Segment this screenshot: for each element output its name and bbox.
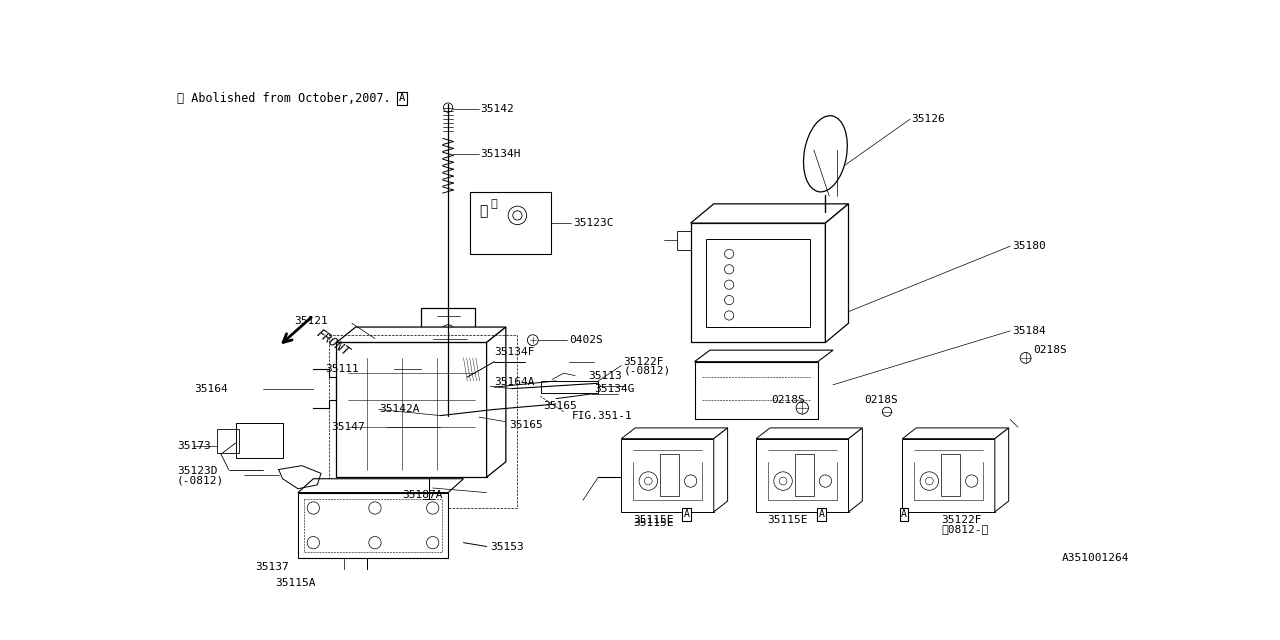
- Text: 35147: 35147: [332, 422, 365, 432]
- Bar: [218, 429, 238, 452]
- Polygon shape: [756, 428, 863, 438]
- Bar: [540, 381, 598, 392]
- Polygon shape: [691, 204, 849, 223]
- Text: (-0812): (-0812): [177, 476, 224, 485]
- Polygon shape: [621, 438, 714, 512]
- Bar: [660, 454, 680, 497]
- Text: 0218S: 0218S: [864, 395, 897, 405]
- Text: 35115E: 35115E: [632, 518, 673, 529]
- Bar: [795, 454, 814, 497]
- Text: 35123D: 35123D: [177, 466, 218, 476]
- Text: A: A: [684, 509, 690, 519]
- Text: 35115E: 35115E: [768, 515, 808, 525]
- Text: 35165: 35165: [509, 420, 544, 430]
- Text: 35165: 35165: [544, 401, 577, 412]
- Polygon shape: [486, 327, 506, 477]
- Text: 35122F: 35122F: [941, 515, 982, 525]
- Text: 35111: 35111: [325, 364, 358, 374]
- Bar: [329, 335, 517, 508]
- Text: 35115E: 35115E: [632, 515, 673, 525]
- Text: A351001264: A351001264: [1062, 553, 1129, 563]
- Polygon shape: [849, 428, 863, 512]
- Polygon shape: [902, 428, 1009, 438]
- Text: 35153: 35153: [490, 541, 525, 552]
- Bar: [707, 239, 810, 327]
- Text: 0402S: 0402S: [570, 335, 603, 345]
- Polygon shape: [695, 350, 833, 362]
- Text: 35126: 35126: [911, 114, 946, 124]
- Text: 35115A: 35115A: [275, 578, 315, 588]
- Text: ※: ※: [490, 199, 497, 209]
- Polygon shape: [337, 342, 486, 477]
- Text: 0218S: 0218S: [772, 395, 805, 405]
- Polygon shape: [298, 479, 463, 493]
- Bar: [677, 231, 691, 250]
- Polygon shape: [691, 223, 826, 342]
- Polygon shape: [337, 327, 506, 342]
- Text: ※: ※: [479, 205, 488, 218]
- Text: 35123C: 35123C: [573, 218, 613, 228]
- Text: A: A: [901, 509, 906, 519]
- Text: FRONT: FRONT: [314, 327, 352, 359]
- Polygon shape: [621, 428, 727, 438]
- Polygon shape: [714, 428, 727, 512]
- Text: 35134H: 35134H: [480, 148, 521, 159]
- Polygon shape: [695, 362, 818, 419]
- Polygon shape: [826, 204, 849, 342]
- Bar: [439, 420, 458, 434]
- Text: (-0812): (-0812): [623, 366, 671, 376]
- Text: 35122F: 35122F: [623, 356, 664, 367]
- Polygon shape: [902, 438, 995, 512]
- Text: 35173: 35173: [177, 442, 211, 451]
- Text: 35121: 35121: [294, 316, 328, 326]
- Text: A: A: [819, 509, 824, 519]
- Text: ※ Abolished from October,2007.: ※ Abolished from October,2007.: [177, 92, 390, 105]
- Bar: [470, 192, 550, 254]
- Bar: [237, 423, 283, 458]
- Text: 35134F: 35134F: [494, 348, 535, 358]
- Text: FIG.351-1: FIG.351-1: [571, 411, 632, 420]
- Text: 35187A: 35187A: [402, 490, 443, 500]
- Text: 35113: 35113: [589, 371, 622, 381]
- Text: 35184: 35184: [1011, 326, 1046, 336]
- Text: 35164: 35164: [195, 383, 228, 394]
- Text: 35137: 35137: [256, 563, 289, 572]
- Text: 35142A: 35142A: [379, 404, 420, 415]
- Bar: [941, 454, 960, 497]
- Polygon shape: [756, 438, 849, 512]
- Text: 35164A: 35164A: [494, 378, 535, 387]
- Bar: [421, 308, 475, 415]
- Text: A: A: [399, 93, 404, 103]
- Polygon shape: [298, 493, 448, 558]
- Bar: [305, 499, 442, 552]
- Text: 〈0812-）: 〈0812-）: [941, 524, 988, 534]
- Polygon shape: [995, 428, 1009, 512]
- Text: 0218S: 0218S: [1033, 345, 1068, 355]
- Text: 35134G: 35134G: [594, 383, 635, 394]
- Text: 35180: 35180: [1011, 241, 1046, 251]
- Text: 35142: 35142: [480, 104, 515, 114]
